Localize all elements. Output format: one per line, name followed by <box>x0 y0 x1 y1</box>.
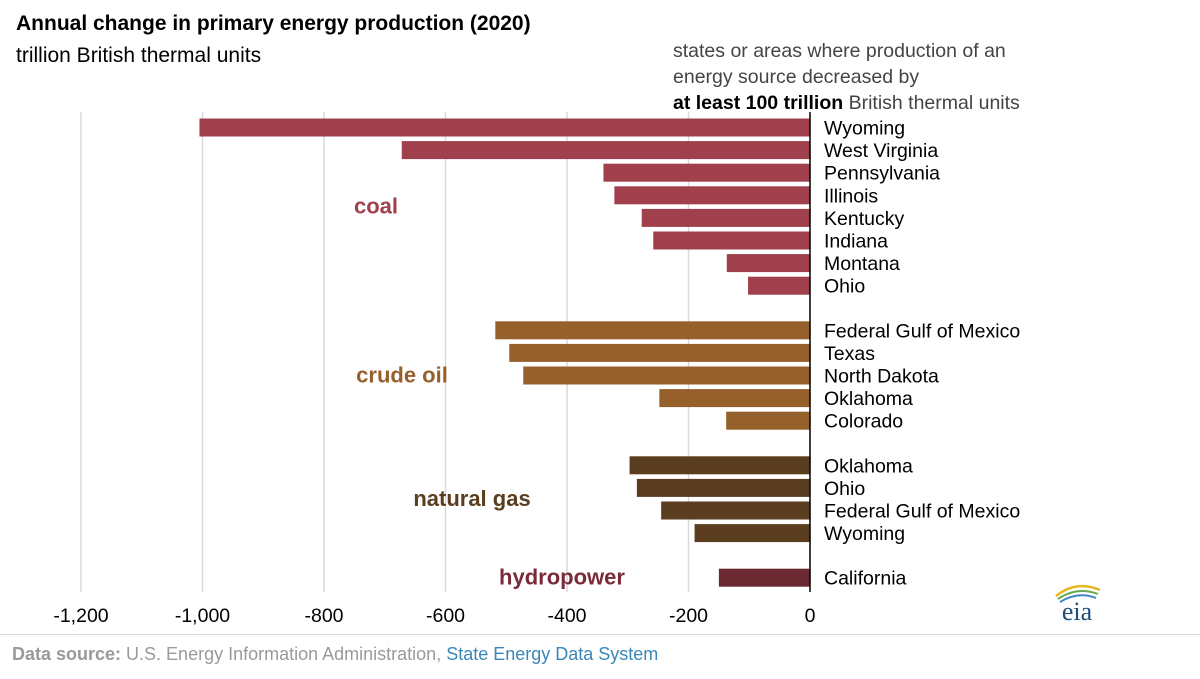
footer-link[interactable]: State Energy Data System <box>446 644 659 664</box>
bar <box>748 276 810 295</box>
bar-category-label: Wyoming <box>824 523 905 545</box>
bar-category-label: Ohio <box>824 478 865 500</box>
chart-subtitle: trillion British thermal units <box>16 44 262 67</box>
note-bold: at least 100 trillion <box>673 92 844 114</box>
bar <box>199 118 810 137</box>
bar-category-label: Federal Gulf of Mexico <box>824 320 1020 342</box>
bar-category-label: Texas <box>824 343 875 365</box>
x-tick-label: -200 <box>669 605 708 627</box>
bar <box>401 141 810 160</box>
bar <box>603 163 810 182</box>
bar-category-label: Ohio <box>824 276 865 298</box>
bar <box>509 343 810 362</box>
bar <box>614 186 810 205</box>
bar-category-label: Oklahoma <box>824 455 913 477</box>
bar <box>636 478 810 497</box>
bar-category-label: Illinois <box>824 185 878 207</box>
bar-category-label: California <box>824 568 907 590</box>
group-label: coal <box>354 194 398 219</box>
chart-note: states or areas where production of an e… <box>673 38 1020 116</box>
bar-category-label: Federal Gulf of Mexico <box>824 501 1020 523</box>
chart-title: Annual change in primary energy producti… <box>16 12 531 35</box>
eia-logo: eia <box>1055 584 1101 624</box>
note-line-3: at least 100 trillion British thermal un… <box>673 90 1020 116</box>
group-label: natural gas <box>413 486 530 511</box>
bar-category-label: Indiana <box>824 231 888 253</box>
note-line-1: states or areas where production of an <box>673 40 1006 62</box>
eia-logo-text: eia <box>1062 597 1093 624</box>
bar-category-label: Kentucky <box>824 208 904 230</box>
bar <box>641 208 810 227</box>
group-label: crude oil <box>356 363 448 388</box>
x-tick-label: -600 <box>426 605 465 627</box>
bar <box>659 389 810 408</box>
bar-category-label: Colorado <box>824 411 903 433</box>
x-tick-label: -800 <box>304 605 343 627</box>
x-tick-label: 0 <box>805 605 816 627</box>
bar <box>661 501 810 520</box>
bar-category-label: Wyoming <box>824 118 905 140</box>
x-tick-label: -1,000 <box>175 605 230 627</box>
bar <box>523 366 810 385</box>
bar-category-label: Oklahoma <box>824 388 913 410</box>
note-rest: British thermal units <box>843 92 1020 114</box>
bar <box>718 568 810 587</box>
data-source-footer: Data source: U.S. Energy Information Adm… <box>12 644 658 665</box>
note-line-2: energy source decreased by <box>673 66 920 88</box>
bar-category-label: West Virginia <box>824 140 938 162</box>
bar <box>629 456 810 475</box>
bar <box>726 411 810 430</box>
bar-category-label: Pennsylvania <box>824 163 940 185</box>
bar <box>726 254 810 273</box>
x-tick-label: -400 <box>547 605 586 627</box>
bar-category-label: Montana <box>824 253 900 275</box>
group-label: hydropower <box>499 565 625 590</box>
footer-divider <box>0 634 1200 635</box>
bar-category-label: North Dakota <box>824 366 939 388</box>
x-tick-label: -1,200 <box>53 605 108 627</box>
bar <box>694 524 810 543</box>
footer-label: Data source: <box>12 644 122 664</box>
bar <box>653 231 810 250</box>
bar <box>495 321 810 340</box>
footer-source: U.S. Energy Information Administration, <box>121 644 447 664</box>
